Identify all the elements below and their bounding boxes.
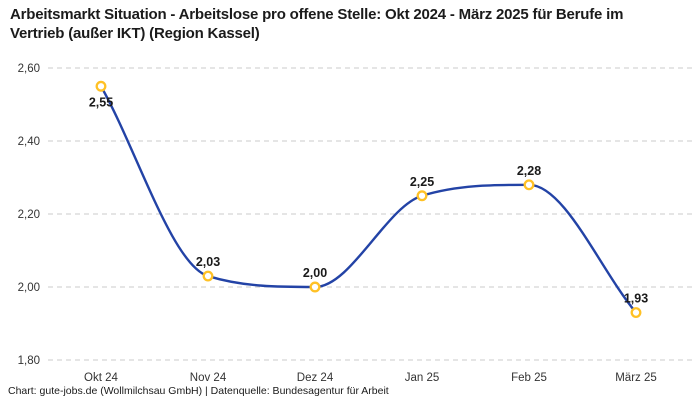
x-axis-tick-label: März 25 [615,372,657,384]
x-axis-tick-label: Jan 25 [405,372,440,384]
data-point-label: 2,55 [89,95,113,109]
y-axis-tick-label: 2,40 [18,136,40,148]
data-point-marker [416,190,428,202]
data-series-line [99,85,638,314]
x-axis-tick-label: Dez 24 [297,372,334,384]
chart-footer-attribution: Chart: gute-jobs.de (Wollmilchsau GmbH) … [8,385,389,397]
data-point-label: 2,25 [410,175,434,189]
data-point-label: 2,00 [303,266,327,280]
chart-title: Arbeitsmarkt Situation - Arbeitslose pro… [10,6,624,42]
data-point-marker [202,270,214,282]
x-axis-tick-label: Feb 25 [511,372,547,384]
y-axis-tick-label: 2,20 [18,209,40,221]
data-point-label: 1,93 [624,292,648,306]
x-axis-tick-label: Okt 24 [84,372,118,384]
y-axis-tick-label: 2,00 [18,282,40,294]
y-axis-tick-label: 1,80 [18,355,40,367]
data-point-label: 2,28 [517,164,541,178]
y-axis-tick-label: 2,60 [18,63,40,75]
x-axis-tick-label: Nov 24 [190,372,227,384]
data-point-marker [309,281,321,293]
data-point-label: 2,03 [196,255,220,269]
data-point-marker [630,307,642,319]
data-point-marker [95,80,107,92]
data-point-marker [523,179,535,191]
